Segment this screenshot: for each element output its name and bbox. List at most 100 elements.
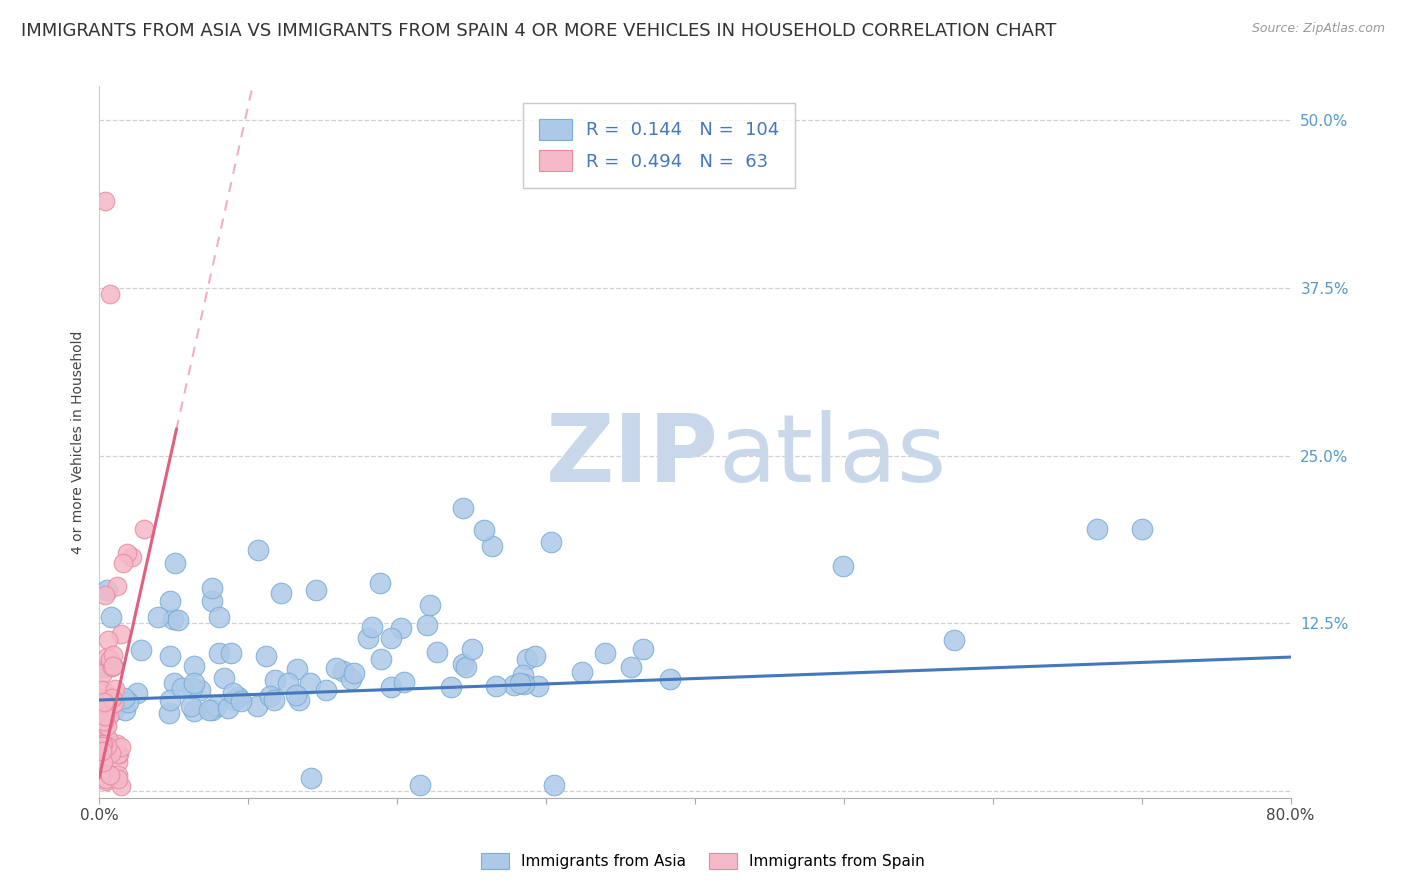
Point	[426, 645, 449, 659]
Point	[90, 743, 112, 757]
Point	[101, 658, 124, 673]
Point	[157, 706, 180, 720]
Point	[93, 744, 115, 758]
Point	[91, 737, 114, 751]
Point	[98, 652, 121, 666]
Point	[284, 688, 307, 702]
Point	[408, 778, 430, 792]
Point	[356, 632, 378, 646]
Point	[543, 778, 565, 792]
Point	[287, 692, 309, 706]
Point	[94, 772, 117, 787]
Point	[91, 711, 114, 725]
Point	[513, 677, 536, 691]
Point	[110, 779, 132, 793]
Point	[101, 657, 124, 672]
Point	[183, 676, 205, 690]
Point	[631, 642, 654, 657]
Point	[91, 755, 114, 769]
Point	[512, 668, 534, 682]
Point	[93, 737, 115, 751]
Point	[111, 557, 134, 571]
Point	[121, 549, 143, 564]
Point	[167, 613, 190, 627]
Point	[98, 768, 121, 782]
Point	[183, 704, 205, 718]
Point	[183, 659, 205, 673]
Point	[264, 673, 287, 687]
Point	[208, 609, 231, 624]
Point	[658, 672, 681, 686]
Point	[96, 719, 118, 733]
Point	[298, 675, 321, 690]
Point	[527, 679, 550, 693]
Point	[201, 581, 224, 595]
Point	[162, 612, 184, 626]
Point	[97, 691, 120, 706]
Point	[91, 714, 114, 729]
Point	[254, 649, 277, 664]
Point	[299, 771, 322, 785]
Point	[112, 691, 135, 706]
Point	[332, 665, 354, 679]
Point	[217, 701, 239, 715]
Point	[93, 714, 115, 729]
Text: IMMIGRANTS FROM ASIA VS IMMIGRANTS FROM SPAIN 4 OR MORE VEHICLES IN HOUSEHOLD CO: IMMIGRANTS FROM ASIA VS IMMIGRANTS FROM …	[21, 22, 1056, 40]
Point	[94, 774, 117, 789]
Point	[107, 755, 129, 769]
Point	[93, 708, 115, 723]
Point	[503, 678, 526, 692]
Point	[91, 717, 114, 731]
Point	[454, 660, 477, 674]
Point	[1085, 523, 1108, 537]
Point	[451, 657, 474, 672]
Point	[942, 633, 965, 648]
Point	[509, 675, 531, 690]
Point	[98, 287, 121, 301]
Point	[172, 681, 194, 695]
Point	[96, 738, 118, 752]
Point	[453, 500, 475, 515]
Point	[208, 646, 231, 660]
Point	[100, 609, 122, 624]
Point	[96, 739, 118, 753]
Point	[103, 703, 125, 717]
Point	[389, 622, 412, 636]
Point	[325, 661, 347, 675]
Point	[159, 594, 181, 608]
Point	[831, 558, 853, 573]
Point	[224, 692, 246, 706]
Point	[96, 650, 118, 665]
Point	[91, 737, 114, 751]
Point	[96, 582, 118, 597]
Point	[105, 737, 128, 751]
Text: atlas: atlas	[718, 410, 948, 502]
Point	[593, 646, 616, 660]
Point	[461, 641, 484, 656]
Point	[90, 719, 112, 733]
Point	[94, 707, 117, 722]
Point	[101, 660, 124, 674]
Point	[181, 681, 204, 695]
Point	[229, 694, 252, 708]
Point	[270, 586, 292, 600]
Point	[96, 701, 118, 715]
Point	[370, 651, 392, 665]
Point	[343, 665, 366, 680]
Point	[263, 693, 285, 707]
Point	[212, 672, 235, 686]
Point	[472, 523, 495, 537]
Point	[247, 543, 270, 558]
Point	[110, 626, 132, 640]
Point	[200, 703, 222, 717]
Point	[104, 681, 127, 696]
Legend: Immigrants from Asia, Immigrants from Spain: Immigrants from Asia, Immigrants from Sp…	[475, 847, 931, 875]
Point	[523, 648, 546, 663]
Point	[188, 683, 211, 698]
Point	[107, 772, 129, 786]
Point	[204, 699, 226, 714]
Point	[198, 703, 221, 717]
Point	[416, 618, 439, 632]
Point	[163, 676, 186, 690]
Point	[94, 716, 117, 731]
